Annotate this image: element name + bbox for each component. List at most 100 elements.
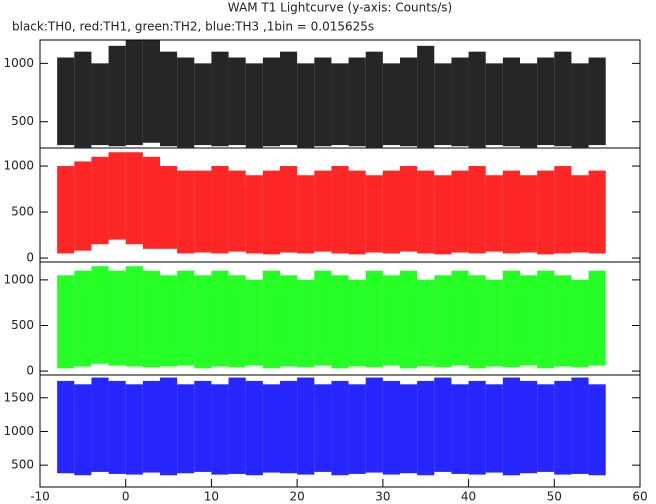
x-tick-label: 30: [375, 490, 390, 504]
x-tick-label: 60: [632, 490, 647, 504]
range-bar: [160, 377, 178, 476]
range-bar: [502, 57, 520, 147]
y-tick-label: 1000: [3, 272, 34, 286]
range-bar: [314, 384, 332, 472]
range-bar: [382, 63, 400, 146]
range-bar: [365, 175, 383, 253]
range-bar: [142, 40, 160, 143]
range-bar: [348, 170, 366, 255]
x-tick-label: -10: [30, 490, 50, 504]
range-bar: [502, 170, 520, 254]
panel: [57, 266, 606, 369]
range-bar: [314, 270, 332, 366]
range-bar: [211, 270, 229, 367]
y-tick-label: 500: [11, 205, 34, 219]
x-tick-label: 20: [290, 490, 305, 504]
x-tick-label: 0: [122, 490, 130, 504]
y-tick-label: 500: [11, 114, 34, 128]
range-bar: [160, 51, 178, 147]
range-bar: [400, 384, 418, 474]
range-bar: [434, 377, 452, 472]
range-bar: [365, 377, 383, 473]
range-bar: [451, 270, 469, 366]
range-bar: [160, 166, 178, 249]
range-bar: [382, 380, 400, 475]
range-bar: [228, 275, 246, 368]
range-bar: [245, 380, 263, 476]
range-bar: [280, 275, 298, 367]
range-bar: [297, 63, 315, 148]
range-bar: [502, 270, 520, 368]
range-bar: [57, 57, 75, 146]
range-bar: [400, 270, 418, 369]
range-bar: [142, 380, 160, 473]
range-bar: [228, 170, 246, 252]
range-bar: [211, 384, 229, 475]
range-bar: [571, 175, 589, 253]
range-bar: [588, 384, 606, 476]
range-bar: [57, 166, 75, 254]
range-bar: [177, 170, 195, 254]
range-bar: [160, 275, 178, 367]
range-bar: [417, 170, 435, 254]
range-bar: [520, 175, 538, 253]
range-bar: [245, 279, 263, 366]
panel: [57, 377, 606, 476]
range-bar: [588, 170, 606, 254]
range-bar: [485, 279, 503, 367]
range-bar: [434, 275, 452, 368]
range-bar: [74, 161, 92, 251]
range-bar: [262, 270, 280, 369]
range-bar: [108, 380, 126, 474]
range-bar: [74, 51, 92, 148]
range-bar: [468, 275, 486, 369]
range-bar: [314, 170, 332, 252]
range-bar: [211, 166, 229, 254]
panel-frame: [39, 374, 641, 488]
range-bar: [74, 384, 92, 476]
range-bar: [485, 384, 503, 473]
range-bar: [554, 275, 572, 367]
range-bar: [280, 51, 298, 146]
y-tick-label: 0: [26, 364, 34, 378]
range-bar: [108, 45, 126, 147]
range-bar: [348, 384, 366, 474]
range-bar: [194, 63, 212, 146]
range-bar: [571, 279, 589, 368]
range-bar: [125, 384, 143, 475]
range-bar: [554, 51, 572, 147]
range-bar: [57, 275, 75, 369]
range-bar: [502, 377, 520, 476]
range-bar: [520, 380, 538, 474]
range-bar: [194, 275, 212, 369]
range-bar: [142, 270, 160, 368]
range-bar: [194, 380, 212, 472]
range-bar: [211, 51, 229, 147]
range-bar: [57, 380, 75, 474]
range-bar: [108, 152, 126, 240]
range-bar: [520, 63, 538, 148]
range-bar: [348, 57, 366, 147]
y-tick-label: 1000: [3, 56, 34, 70]
range-bar: [91, 266, 109, 364]
range-bar: [125, 40, 143, 146]
y-tick-label: 0: [26, 251, 34, 265]
range-bar: [125, 266, 143, 367]
panel: [57, 40, 606, 148]
range-bar: [245, 175, 263, 254]
range-bar: [262, 170, 280, 255]
range-bar: [554, 166, 572, 254]
range-bar: [280, 380, 298, 474]
y-tick-label: 500: [11, 458, 34, 472]
range-bar: [382, 275, 400, 366]
chart-subtitle: black:TH0, red:TH1, green:TH2, blue:TH3 …: [12, 20, 374, 34]
range-bar: [245, 63, 263, 148]
range-bar: [314, 57, 332, 147]
range-bar: [434, 175, 452, 255]
range-bar: [177, 270, 195, 366]
panel: [57, 152, 606, 255]
range-bar: [108, 270, 126, 366]
range-bar: [228, 377, 246, 474]
range-bar: [485, 175, 503, 252]
